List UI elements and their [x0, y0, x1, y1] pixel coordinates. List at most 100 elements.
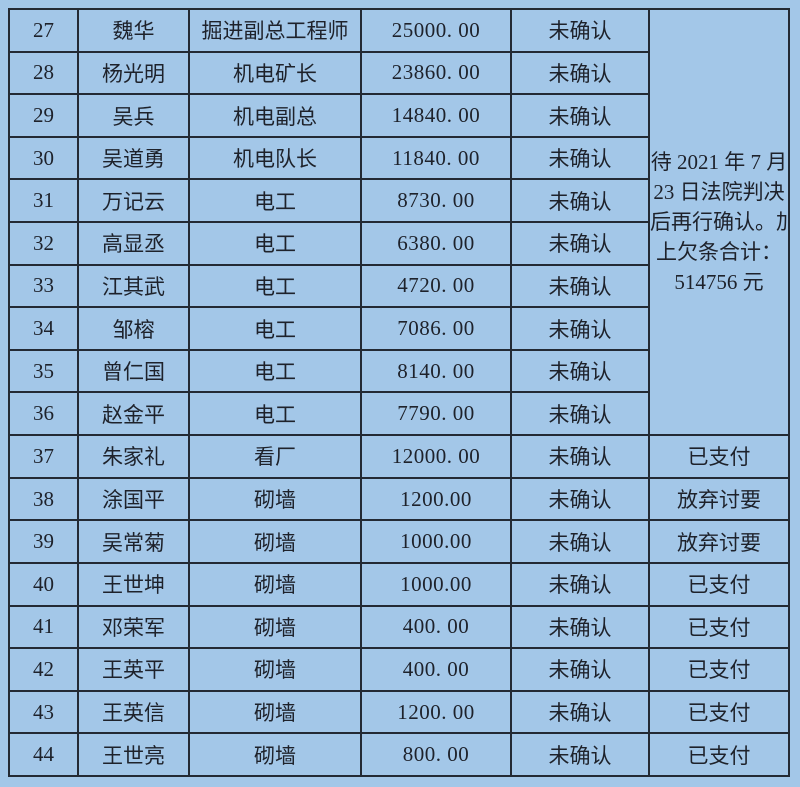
amount-cell: 6380. 00: [360, 221, 512, 266]
position-cell: 机电矿长: [188, 50, 362, 96]
name-cell: 魏华: [77, 8, 190, 53]
table-row: 42 王英平 砌墙 400. 00 未确认 已支付: [8, 647, 790, 692]
note-cell: 已支付: [648, 647, 790, 692]
amount-cell: 1200.00: [360, 476, 512, 522]
note-cell: 已支付: [648, 434, 790, 479]
table-row: 41 邓荣军 砌墙 400. 00 未确认 已支付: [8, 604, 790, 650]
position-cell: 电工: [188, 263, 362, 309]
table-row: 32 高显丞 电工 6380. 00 未确认: [8, 221, 789, 266]
table-row: 28 杨光明 机电矿长 23860. 00 未确认: [8, 50, 789, 96]
row-number-cell: 29: [8, 93, 79, 138]
amount-cell: 14840. 00: [360, 93, 512, 138]
payment-confirmation-table: 27 魏华 掘进副总工程师 25000. 00 未确认 待 2021 年 7 月…: [8, 7, 790, 777]
table-row: 34 邹榕 电工 7086. 00 未确认: [8, 306, 789, 351]
position-cell: 砌墙: [188, 689, 362, 735]
row-number-cell: 28: [8, 50, 79, 96]
row-number-cell: 41: [8, 604, 79, 650]
status-cell: 未确认: [510, 476, 650, 522]
status-cell: 未确认: [510, 178, 650, 224]
name-cell: 赵金平: [77, 391, 190, 437]
position-cell: 砌墙: [188, 476, 362, 522]
position-cell: 砌墙: [188, 647, 362, 692]
row-number-cell: 44: [8, 732, 79, 777]
status-cell: 未确认: [510, 306, 650, 351]
position-cell: 掘进副总工程师: [188, 8, 362, 53]
table-row: 44 王世亮 砌墙 800. 00 未确认 已支付: [8, 732, 790, 777]
note-line: 上欠条合计：: [656, 240, 782, 265]
note-cell: 已支付: [648, 561, 790, 607]
row-number-cell: 31: [8, 178, 79, 224]
position-cell: 电工: [188, 221, 362, 266]
status-cell: 未确认: [510, 8, 650, 53]
amount-cell: 400. 00: [360, 647, 512, 692]
table-row: 30 吴道勇 机电队长 11840. 00 未确认: [8, 135, 789, 181]
row-number-cell: 32: [8, 221, 79, 266]
position-cell: 看厂: [188, 434, 362, 479]
name-cell: 万记云: [77, 178, 190, 224]
position-cell: 电工: [188, 348, 362, 394]
row-number-cell: 40: [8, 561, 79, 607]
row-number-cell: 43: [8, 689, 79, 735]
row-number-cell: 33: [8, 263, 79, 309]
status-cell: 未确认: [510, 221, 650, 266]
amount-cell: 4720. 00: [360, 263, 512, 309]
amount-cell: 1000.00: [360, 561, 512, 607]
amount-cell: 1200. 00: [360, 689, 512, 735]
name-cell: 吴常菊: [77, 519, 190, 564]
amount-cell: 25000. 00: [360, 8, 512, 53]
status-cell: 未确认: [510, 604, 650, 650]
position-cell: 砌墙: [188, 519, 362, 564]
note-line: 后再行确认。加: [650, 210, 789, 235]
table-row: 38 涂国平 砌墙 1200.00 未确认 放弃讨要: [8, 476, 790, 522]
table-row: 37 朱家礼 看厂 12000. 00 未确认 已支付: [8, 434, 790, 479]
table-row: 36 赵金平 电工 7790. 00 未确认: [8, 391, 789, 437]
status-cell: 未确认: [510, 647, 650, 692]
status-cell: 未确认: [510, 434, 650, 479]
amount-cell: 8140. 00: [360, 348, 512, 394]
name-cell: 邓荣军: [77, 604, 190, 650]
position-cell: 机电队长: [188, 135, 362, 181]
note-cell: 放弃讨要: [648, 476, 790, 522]
status-cell: 未确认: [510, 732, 650, 777]
status-cell: 未确认: [510, 561, 650, 607]
position-cell: 机电副总: [188, 93, 362, 138]
name-cell: 江其武: [77, 263, 190, 309]
amount-cell: 400. 00: [360, 604, 512, 650]
name-cell: 朱家礼: [77, 434, 190, 479]
position-cell: 砌墙: [188, 604, 362, 650]
row-number-cell: 34: [8, 306, 79, 351]
name-cell: 邹榕: [77, 306, 190, 351]
table-row: 31 万记云 电工 8730. 00 未确认: [8, 178, 789, 224]
name-cell: 高显丞: [77, 221, 190, 266]
row-number-cell: 42: [8, 647, 79, 692]
status-cell: 未确认: [510, 93, 650, 138]
row-number-cell: 36: [8, 391, 79, 437]
table-row: 27 魏华 掘进副总工程师 25000. 00 未确认 待 2021 年 7 月…: [8, 7, 790, 437]
row-number-cell: 35: [8, 348, 79, 394]
status-cell: 未确认: [510, 689, 650, 735]
amount-cell: 7790. 00: [360, 391, 512, 437]
amount-cell: 11840. 00: [360, 135, 512, 181]
row-number-cell: 27: [8, 8, 79, 53]
status-cell: 未确认: [510, 263, 650, 309]
name-cell: 王英平: [77, 647, 190, 692]
status-cell: 未确认: [510, 348, 650, 394]
amount-cell: 800. 00: [360, 732, 512, 777]
name-cell: 吴兵: [77, 93, 190, 138]
position-cell: 电工: [188, 306, 362, 351]
name-cell: 王世坤: [77, 561, 190, 607]
note-cell: 已支付: [648, 689, 790, 735]
name-cell: 涂国平: [77, 476, 190, 522]
note-line: 23 日法院判决: [653, 180, 785, 205]
name-cell: 王世亮: [77, 732, 190, 777]
note-cell: 放弃讨要: [648, 519, 790, 564]
table-row: 35 曾仁国 电工 8140. 00 未确认: [8, 348, 789, 394]
row-number-cell: 38: [8, 476, 79, 522]
row-number-cell: 39: [8, 519, 79, 564]
name-cell: 吴道勇: [77, 135, 190, 181]
status-cell: 未确认: [510, 135, 650, 181]
table-row: 40 王世坤 砌墙 1000.00 未确认 已支付: [8, 561, 790, 607]
table-row: 33 江其武 电工 4720. 00 未确认: [8, 263, 789, 309]
row-number-cell: 30: [8, 135, 79, 181]
